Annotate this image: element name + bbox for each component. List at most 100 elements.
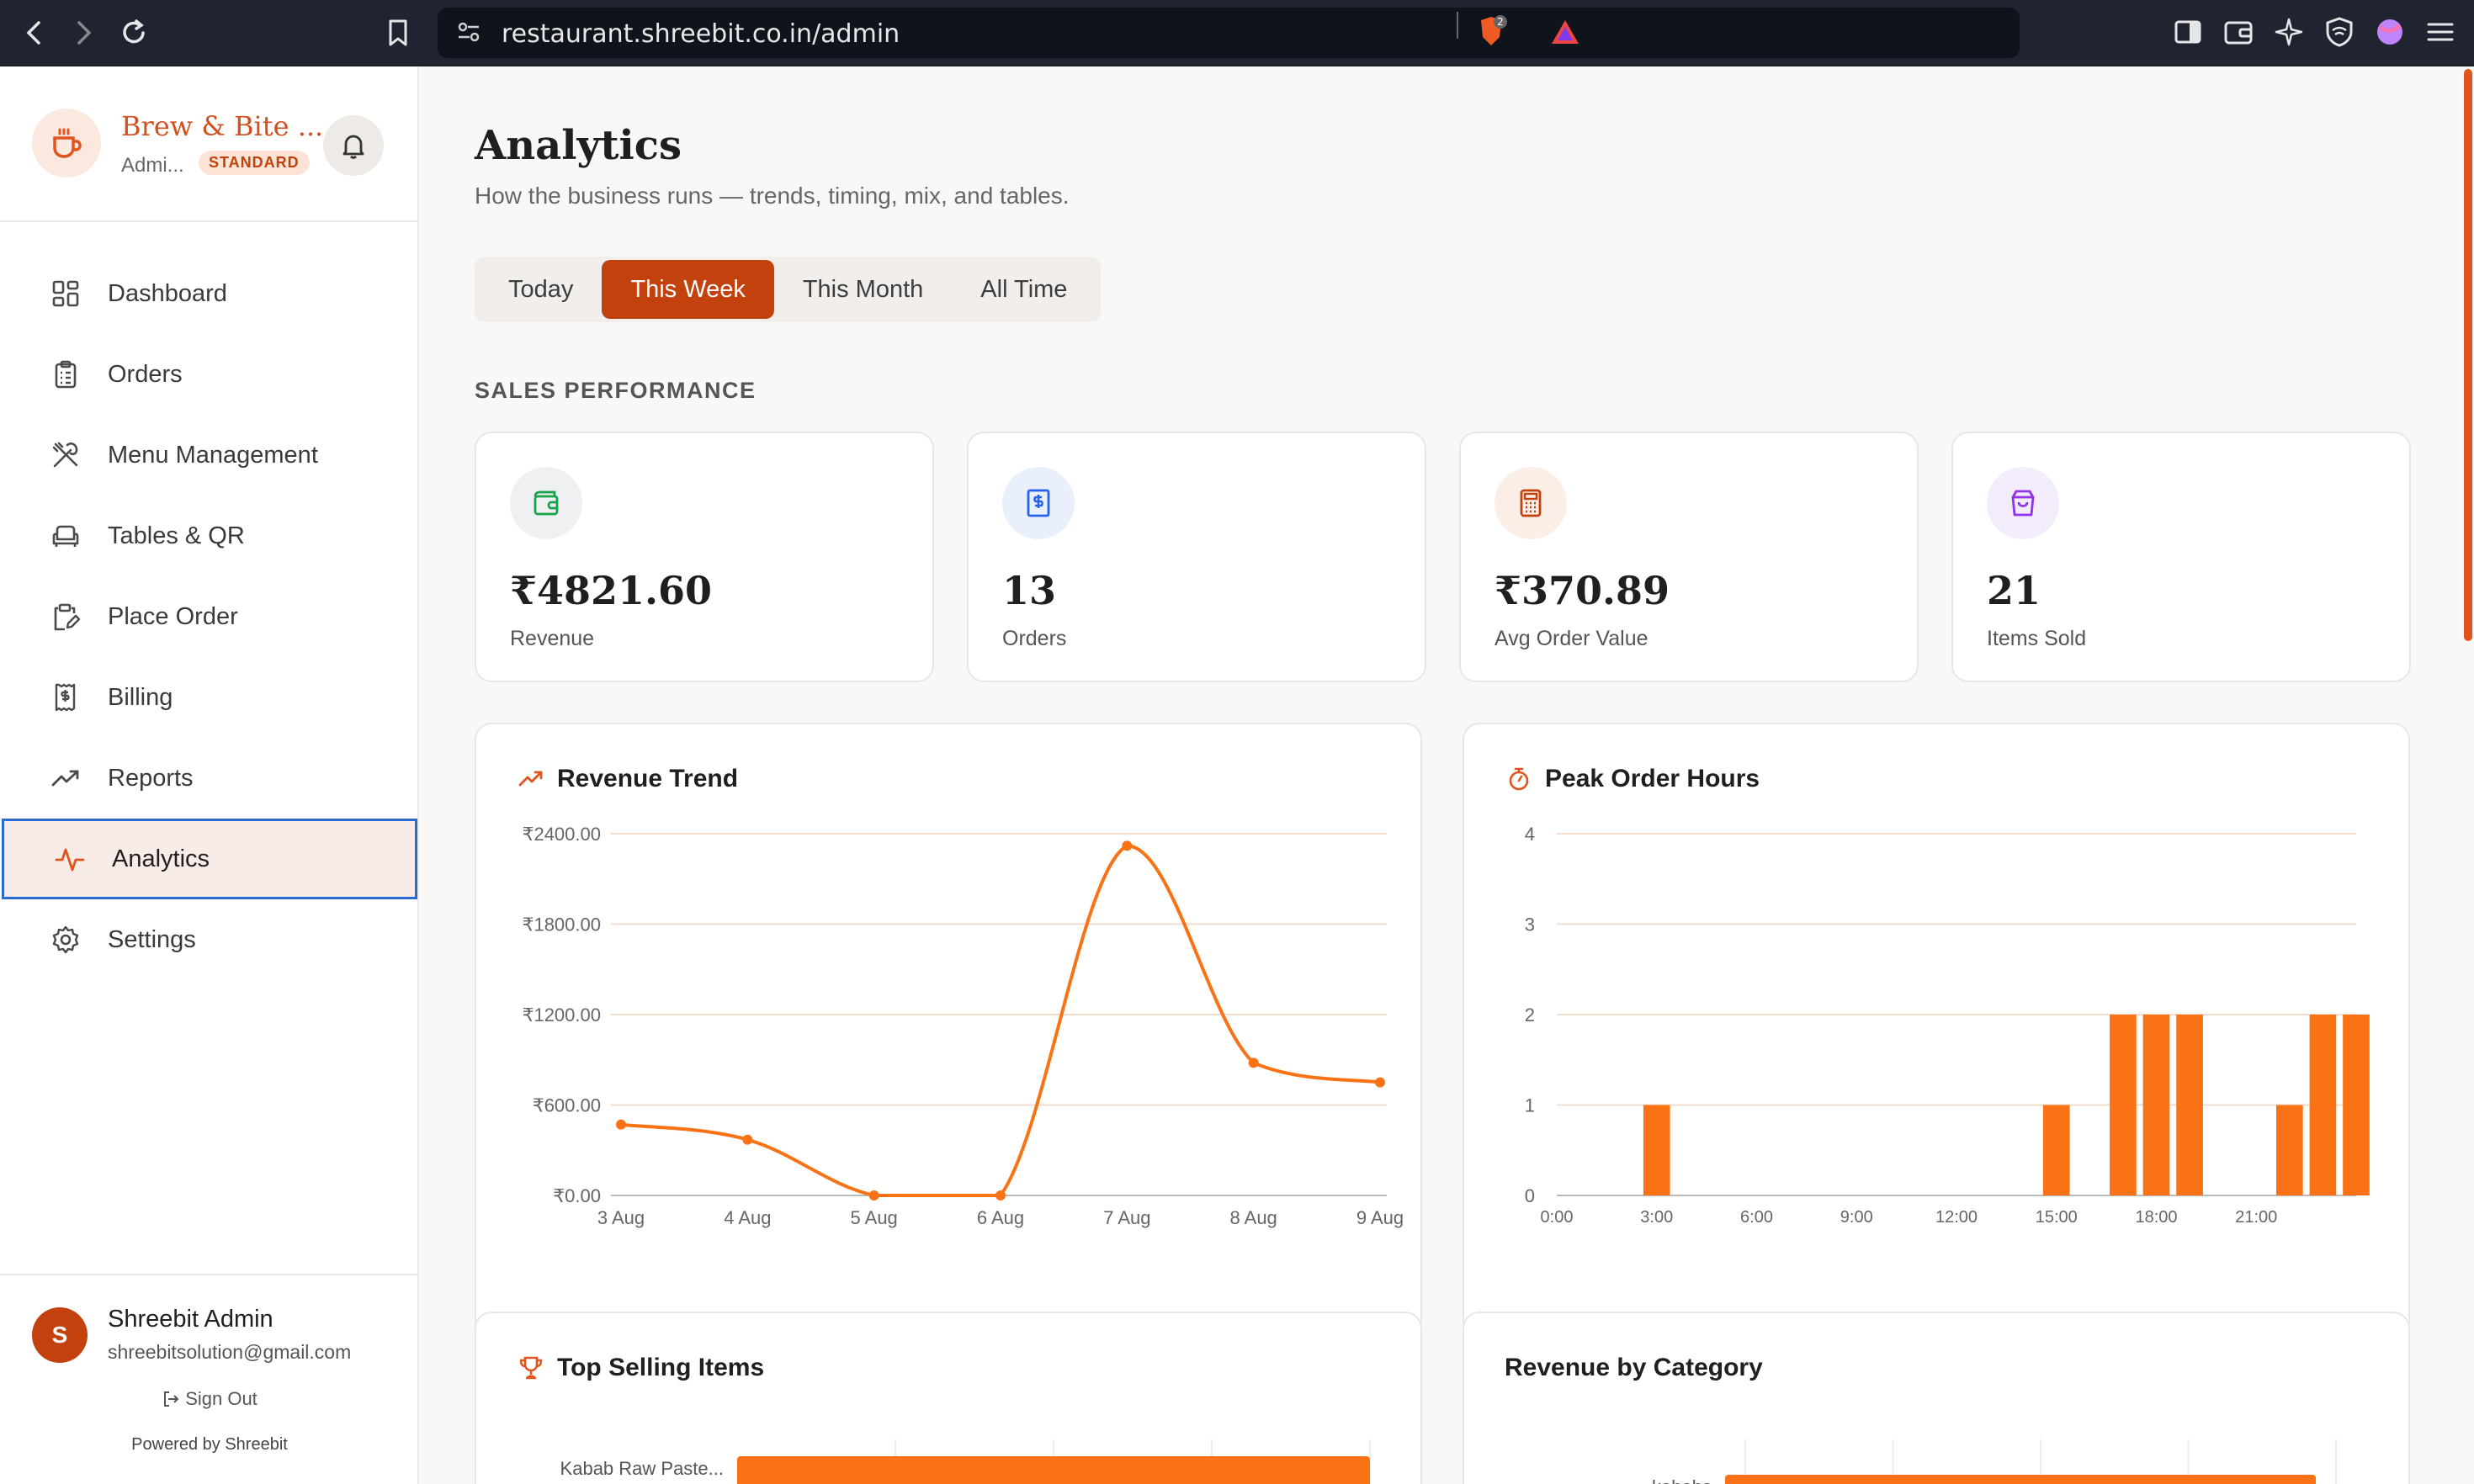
- site-settings-icon[interactable]: [456, 19, 483, 46]
- tab-today[interactable]: Today: [508, 275, 574, 303]
- data-point: [1248, 1057, 1259, 1068]
- sidebar-item-reports[interactable]: Reports: [0, 738, 419, 819]
- sofa-icon: [49, 519, 82, 553]
- y-tick-label: 4: [1525, 824, 1535, 845]
- panel-title-text: Top Selling Items: [557, 1354, 765, 1381]
- stopwatch-icon: [1505, 765, 1533, 793]
- y-tick-label: ₹1800.00: [522, 914, 601, 935]
- notifications-button[interactable]: [323, 115, 384, 176]
- x-tick-label: 8 Aug: [1230, 1207, 1277, 1228]
- x-tick-label: 9 Aug: [1356, 1207, 1404, 1228]
- x-tick-label: 15:00: [2036, 1208, 2078, 1227]
- tab-this-month[interactable]: This Month: [802, 275, 924, 303]
- user-role: Admi...: [121, 154, 184, 177]
- data-point: [742, 1134, 753, 1145]
- browser-toolbar: restaurant.shreebit.co.in/admin 2: [0, 0, 2474, 66]
- bar: [2343, 1015, 2370, 1195]
- top-items-panel: Kabab Raw Paste... Top Selling Items: [475, 1312, 1422, 1484]
- sidebar-item-billing[interactable]: Billing: [0, 657, 419, 738]
- wallet-icon[interactable]: [2222, 15, 2255, 49]
- forward-icon[interactable]: [64, 13, 103, 52]
- y-tick-label: kababs: [1652, 1476, 1712, 1484]
- sidebar-item-place-order[interactable]: Place Order: [0, 576, 419, 657]
- avg-order-value: ₹370.89: [1494, 568, 1670, 613]
- data-point: [995, 1190, 1006, 1200]
- trending-up-icon: [49, 761, 82, 795]
- wallet-icon: [510, 467, 582, 539]
- items-sold-card: 21 Items Sold: [1951, 432, 2411, 682]
- sidebar-item-dashboard[interactable]: Dashboard: [0, 253, 419, 334]
- avg-order-label: Avg Order Value: [1494, 627, 1648, 650]
- profile-icon[interactable]: [2373, 15, 2407, 49]
- peak-hours-title: Peak Order Hours: [1505, 765, 1760, 793]
- panel-title-text: Revenue by Category: [1505, 1354, 1763, 1381]
- utensils-icon: [49, 438, 82, 472]
- revenue-by-category-title: Revenue by Category: [1505, 1354, 1763, 1382]
- address-bar[interactable]: restaurant.shreebit.co.in/admin: [438, 8, 2020, 58]
- back-icon[interactable]: [15, 13, 54, 52]
- gear-icon: [49, 923, 82, 957]
- sidebar-item-analytics[interactable]: Analytics: [2, 819, 417, 899]
- reload-icon[interactable]: [114, 13, 153, 52]
- top-items-chart: Kabab Raw Paste...: [560, 1439, 1371, 1484]
- revenue-trend-chart: ₹0.00 ₹600.00 ₹1200.00 ₹1800.00 ₹2400.00 3 Au…: [522, 824, 1404, 1228]
- tab-this-week[interactable]: This Week: [602, 260, 774, 319]
- page-scrollbar[interactable]: [2464, 69, 2472, 641]
- sign-out-label: Sign Out: [185, 1388, 257, 1409]
- x-tick-label: 18:00: [2135, 1208, 2177, 1227]
- menu-icon[interactable]: [2424, 15, 2457, 49]
- avatar[interactable]: S: [32, 1307, 88, 1363]
- bar: [1725, 1475, 2316, 1484]
- url-text[interactable]: restaurant.shreebit.co.in/admin: [502, 19, 900, 49]
- y-tick-label: ₹2400.00: [522, 824, 601, 845]
- bar: [2142, 1015, 2170, 1195]
- sidebar-item-label: Reports: [108, 764, 194, 792]
- brave-rewards-icon[interactable]: [1548, 15, 1582, 49]
- x-tick-label: 4 Aug: [724, 1207, 771, 1228]
- y-tick-label: ₹1200.00: [522, 1004, 601, 1026]
- leo-ai-icon[interactable]: [2272, 15, 2306, 49]
- period-filter: Today This Week This Month All Time: [475, 257, 1102, 322]
- brave-shield-icon[interactable]: 2: [1474, 15, 1508, 49]
- tab-all-time[interactable]: All Time: [980, 275, 1068, 303]
- calculator-icon: [1494, 467, 1567, 539]
- sidebar-item-label: Place Order: [108, 602, 238, 630]
- bar: [2042, 1105, 2070, 1195]
- vpn-shield-icon[interactable]: [2323, 15, 2356, 49]
- sidebar: Brew & Bite ... Admi... STANDARD Dashboa…: [0, 66, 419, 1484]
- x-tick-label: 6 Aug: [977, 1207, 1024, 1228]
- sign-out-button[interactable]: Sign Out: [0, 1388, 419, 1410]
- x-tick-label: 6:00: [1740, 1208, 1773, 1227]
- y-tick-label: 3: [1525, 914, 1535, 935]
- peak-hours-chart: 0 1 2 3 4 0:00 3:00 6:00 9:00 12:00 15:00 18:00 21:0…: [1525, 824, 2370, 1227]
- x-tick-label: 7 Aug: [1103, 1207, 1150, 1228]
- x-tick-label: 21:00: [2235, 1208, 2277, 1227]
- orders-label: Orders: [1002, 627, 1067, 650]
- bar: [737, 1456, 1370, 1484]
- sidebar-item-settings[interactable]: Settings: [0, 899, 419, 980]
- sidebar-item-tables-qr[interactable]: Tables & QR: [0, 496, 419, 576]
- avg-order-value-card: ₹370.89 Avg Order Value: [1459, 432, 1919, 682]
- sidebar-item-label: Billing: [108, 683, 173, 711]
- revenue-value: ₹4821.60: [510, 568, 713, 613]
- shopping-bag-icon: [1987, 467, 2059, 539]
- y-tick-label: Kabab Raw Paste...: [560, 1458, 724, 1479]
- orders-value: 13: [1002, 568, 1057, 613]
- bookmark-icon[interactable]: [379, 13, 417, 52]
- sidebar-item-label: Settings: [108, 925, 196, 953]
- sidebar-item-menu-management[interactable]: Menu Management: [0, 415, 419, 496]
- sidebar-toggle-icon[interactable]: [2171, 15, 2205, 49]
- user-email: shreebitsolution@gmail.com: [108, 1341, 352, 1363]
- powered-by: Powered by Shreebit: [131, 1435, 288, 1454]
- sidebar-item-label: Dashboard: [108, 279, 227, 307]
- items-sold-label: Items Sold: [1987, 627, 2087, 650]
- sidebar-item-orders[interactable]: Orders: [0, 334, 419, 415]
- panel-title-text: Peak Order Hours: [1545, 765, 1760, 792]
- data-point: [1375, 1077, 1385, 1088]
- revenue-card: ₹4821.60 Revenue: [475, 432, 934, 682]
- y-tick-label: ₹600.00: [533, 1095, 601, 1116]
- trending-up-icon: [517, 765, 545, 793]
- y-tick-label: 0: [1525, 1185, 1535, 1206]
- plan-badge: STANDARD: [199, 151, 310, 175]
- clipboard-icon: [49, 358, 82, 391]
